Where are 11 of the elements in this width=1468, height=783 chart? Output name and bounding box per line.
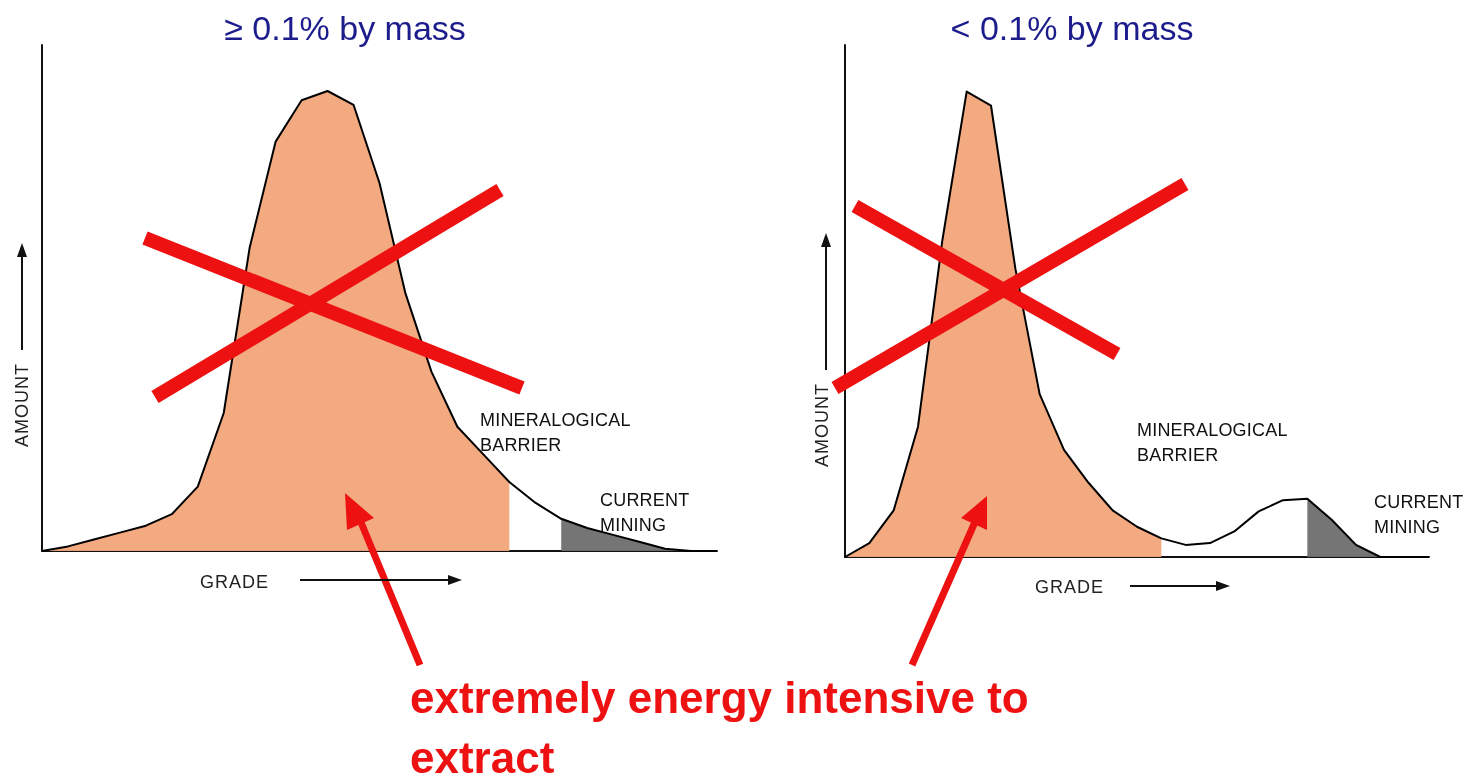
annotation: MINERALOGICAL BARRIER xyxy=(480,409,631,457)
annotation: MINERALOGICAL BARRIER xyxy=(1137,419,1288,467)
x-axis-title: GRADE xyxy=(1035,577,1105,598)
text: extremely energy intensive to extract xyxy=(410,672,1030,783)
chart-title: < 0.1% by mass xyxy=(950,9,1194,47)
x-axis-title: GRADE xyxy=(200,572,270,593)
y-axis-title: AMOUNT xyxy=(811,383,833,467)
annotation: CURRENT MINING xyxy=(1374,491,1464,539)
chart-title: ≥ 0.1% by mass xyxy=(224,9,466,47)
y-axis-title: AMOUNT xyxy=(11,363,33,447)
annotation: CURRENT MINING xyxy=(600,489,691,537)
